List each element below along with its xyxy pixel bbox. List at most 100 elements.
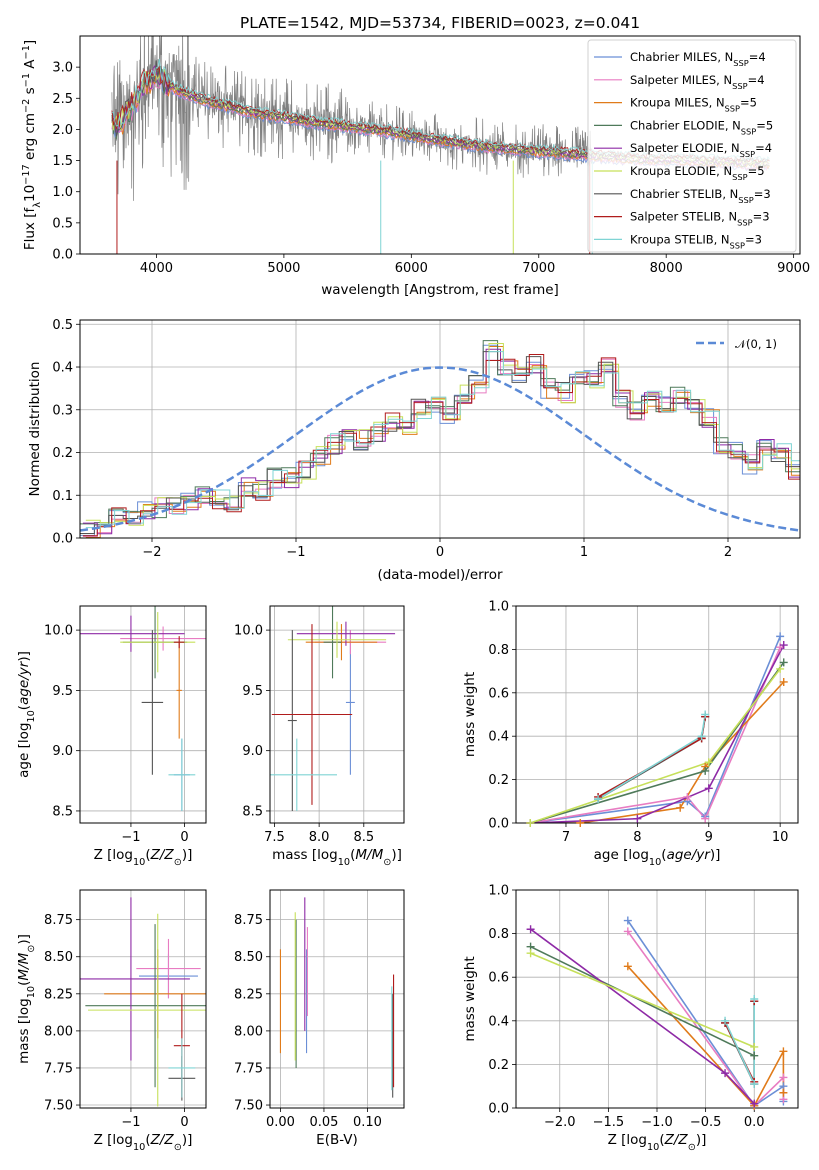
y-tick-label: 7.75	[234, 1061, 263, 1076]
legend-entry: Chabrier ELODIE, NSSP=5	[630, 118, 773, 136]
weight-marker	[721, 1016, 730, 1025]
y-tick-label: 9.0	[52, 744, 73, 759]
y-tick-label: 8.5	[52, 804, 73, 819]
weight-marker	[623, 916, 632, 925]
weight-marker	[623, 927, 632, 936]
residuals-panel: −2 −1 0 1 2 0.0 0.1 0.2 0.3 0.4 0.5	[52, 318, 801, 560]
y-tick-label: 9.0	[242, 744, 263, 759]
weight-marker	[779, 1047, 788, 1056]
y-tick-label: 8.75	[234, 913, 263, 928]
y-tick-label: 8.25	[234, 987, 263, 1002]
weight-marker	[526, 925, 535, 934]
weight-marker	[526, 949, 535, 958]
weight-marker	[576, 819, 585, 827]
weight-marker	[750, 1099, 759, 1108]
y-axis-label: Flux [fλ10−17 erg cm−2 s−1 A−1]	[21, 40, 43, 250]
age_vs_mass-panel: 7.5 8.0 8.5 8.5 9.0 9.5 10.0	[234, 605, 405, 845]
x-tick-label: 9000	[777, 261, 810, 276]
x-tick-label: 0	[180, 830, 188, 845]
age_vs_Z-frame	[79, 605, 207, 824]
age_vs_Z-plot-area	[80, 606, 206, 811]
spectrum-frame	[79, 35, 801, 255]
histogram-chabrier-stelib	[80, 351, 800, 534]
y-tick-label: 1.0	[488, 884, 509, 899]
age_vs_Z-panel: −1 0 8.5 9.0 9.5 10.0	[44, 605, 207, 845]
x-tick-label: −1.0	[641, 1115, 673, 1130]
weight-marker	[776, 632, 785, 641]
residuals-plot-area	[80, 340, 800, 538]
legend-entry: Chabrier MILES, NSSP=4	[630, 50, 766, 68]
weight-marker	[750, 1042, 759, 1051]
weight-marker	[750, 995, 759, 1003]
y-tick-label: 7.50	[234, 1099, 263, 1114]
weight-marker	[623, 962, 632, 971]
weight-marker	[704, 784, 713, 793]
x-tick-label: 0.05	[309, 1115, 338, 1130]
weight-marker	[721, 1069, 730, 1078]
y-tick-label: 1.0	[52, 185, 73, 200]
x-tick-label: −0.5	[690, 1115, 722, 1130]
normal-distribution-curve	[80, 366, 800, 532]
x-axis-label: wavelength [Angstrom, rest frame]	[321, 282, 559, 298]
y-tick-label: 9.5	[242, 684, 263, 699]
mass_vs_ebv-panel: 0.00 0.05 0.10 7.50 7.75 8.00 8.25 8.50 8.75	[234, 889, 405, 1130]
x-tick-label: 0	[180, 1115, 188, 1130]
mass_vs_Z-frame	[79, 889, 207, 1109]
weight-marker	[776, 664, 785, 673]
y-tick-label: 2.0	[52, 123, 73, 138]
age_vs_mass-plot-area	[270, 606, 396, 811]
y-tick-label: 8.5	[242, 804, 263, 819]
spectrum-panel: 4000 5000 6000 7000 8000 9000 0.0 0.5 1.0 1.5 2.0 2…	[52, 35, 810, 276]
y-tick-label: 8.00	[44, 1024, 73, 1039]
y-tick-label: 0.0	[52, 248, 73, 263]
weight_vs_age-frame	[515, 605, 799, 824]
x-tick-label: 5000	[267, 261, 300, 276]
weight-marker	[779, 641, 788, 650]
x-tick-label: 1	[580, 545, 588, 560]
x-axis-label: Z [log10(Z/Z⊙)]	[94, 1132, 193, 1153]
mass_vs_Z-plot-area	[80, 897, 206, 1107]
y-axis-label: mass weight	[462, 672, 478, 757]
weight-marker	[701, 814, 710, 823]
y-tick-label: 1.5	[52, 154, 73, 169]
x-axis-label: Z [log10(Z/Z⊙)]	[94, 847, 193, 868]
y-tick-label: 3.0	[52, 61, 73, 76]
y-tick-label: 0.0	[488, 817, 509, 832]
weight-line-salpeter-miles	[530, 646, 781, 823]
y-tick-label: 8.25	[44, 987, 73, 1002]
y-tick-label: 0.2	[488, 1058, 509, 1073]
y-tick-label: 7.75	[44, 1061, 73, 1076]
x-tick-label: −1	[121, 1115, 140, 1130]
y-tick-label: 10.0	[234, 624, 263, 639]
weight-line-chabrier-miles	[530, 636, 781, 823]
y-tick-label: 0.8	[488, 927, 509, 942]
x-tick-label: 10	[772, 830, 789, 845]
y-tick-label: 0.8	[488, 643, 509, 658]
weight-line-kroupa-elodie	[530, 668, 781, 823]
legend-entry: Salpeter MILES, NSSP=4	[630, 73, 765, 91]
weight_vs_age-plot-area	[530, 636, 785, 823]
weight-marker	[697, 732, 706, 741]
weight-marker	[676, 803, 685, 812]
y-tick-label: 8.75	[44, 913, 73, 928]
y-tick-label: 0.2	[52, 446, 73, 461]
legend-entry: Kroupa ELODIE, NSSP=5	[630, 164, 765, 182]
weight-marker	[704, 758, 713, 767]
chart-title: PLATE=1542, MJD=53734, FIBERID=0023, z=0…	[240, 14, 640, 32]
x-tick-label: 6000	[395, 261, 428, 276]
weight-marker	[779, 1088, 788, 1097]
legend-entry: Salpeter ELODIE, NSSP=4	[630, 141, 772, 159]
weight-line-kroupa-miles	[627, 965, 785, 1108]
mass_vs_ebv-frame	[269, 889, 405, 1109]
x-tick-label: 0.00	[266, 1115, 295, 1130]
y-tick-label: 0.1	[52, 489, 73, 504]
y-tick-label: 0.6	[488, 686, 509, 701]
x-tick-label: 7000	[522, 261, 555, 276]
weight-marker	[683, 792, 692, 801]
x-tick-label: 7	[562, 830, 570, 845]
x-tick-label: −2	[142, 545, 161, 560]
y-tick-label: 8.50	[234, 950, 263, 965]
x-tick-label: 7.5	[264, 830, 285, 845]
weight-marker	[594, 795, 603, 804]
x-tick-label: 0.10	[353, 1115, 382, 1130]
